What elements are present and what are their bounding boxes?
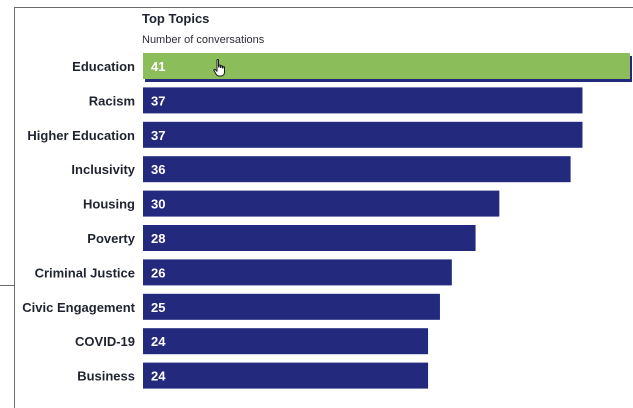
value-label: 24 bbox=[151, 369, 166, 384]
value-label: 25 bbox=[151, 300, 165, 315]
bar-higher-education[interactable] bbox=[143, 121, 583, 148]
bar-poverty[interactable] bbox=[143, 225, 476, 251]
category-label: Civic Engagement bbox=[22, 300, 135, 315]
hand-pointer-icon bbox=[213, 59, 225, 77]
value-label: 30 bbox=[151, 197, 165, 212]
bar-covid-19[interactable] bbox=[143, 328, 429, 355]
category-label: Business bbox=[77, 369, 135, 384]
value-label: 24 bbox=[151, 334, 166, 349]
chart-subtitle: Number of conversations bbox=[142, 34, 265, 46]
bar-civic-engagement[interactable] bbox=[143, 293, 440, 320]
category-label: Racism bbox=[89, 93, 135, 108]
value-label: 26 bbox=[151, 265, 165, 280]
value-label: 28 bbox=[151, 231, 165, 246]
bar-chart: Education 41 Racism 37 Higher Education 37 Inc… bbox=[22, 53, 632, 389]
bar-racism[interactable] bbox=[143, 87, 583, 114]
category-label: COVID-19 bbox=[75, 334, 135, 349]
category-label: Housing bbox=[83, 197, 135, 212]
bar-business[interactable] bbox=[143, 362, 429, 389]
chart-title: Top Topics bbox=[142, 11, 210, 26]
bar-inclusivity[interactable] bbox=[143, 156, 571, 183]
category-label: Education bbox=[72, 59, 135, 74]
category-label: Criminal Justice bbox=[35, 265, 135, 280]
category-label: Higher Education bbox=[27, 128, 135, 143]
divider-line bbox=[0, 285, 14, 286]
bar-housing[interactable] bbox=[143, 190, 500, 217]
category-label: Inclusivity bbox=[71, 162, 135, 177]
value-label: 37 bbox=[151, 93, 165, 108]
value-label: 41 bbox=[151, 59, 165, 74]
bar-criminal-justice[interactable] bbox=[143, 259, 452, 286]
category-label: Poverty bbox=[87, 231, 135, 246]
value-label: 37 bbox=[151, 128, 165, 143]
value-label: 36 bbox=[151, 162, 165, 177]
